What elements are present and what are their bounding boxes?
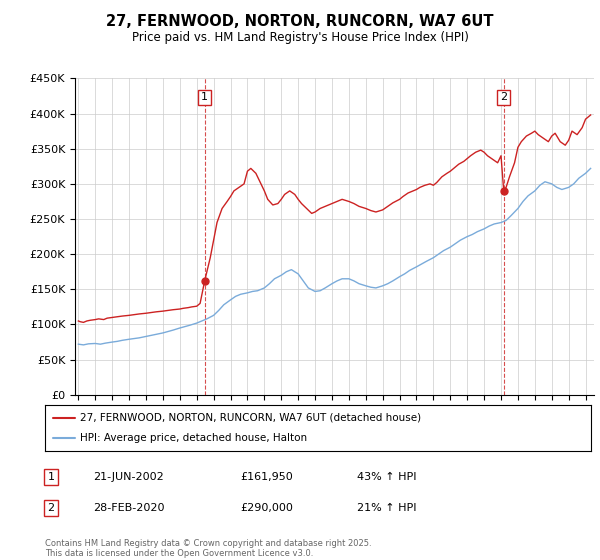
Text: 1: 1 bbox=[47, 472, 55, 482]
Text: £290,000: £290,000 bbox=[240, 503, 293, 513]
Text: 21% ↑ HPI: 21% ↑ HPI bbox=[357, 503, 416, 513]
Text: Price paid vs. HM Land Registry's House Price Index (HPI): Price paid vs. HM Land Registry's House … bbox=[131, 31, 469, 44]
Text: 27, FERNWOOD, NORTON, RUNCORN, WA7 6UT: 27, FERNWOOD, NORTON, RUNCORN, WA7 6UT bbox=[106, 14, 494, 29]
Text: 43% ↑ HPI: 43% ↑ HPI bbox=[357, 472, 416, 482]
Text: Contains HM Land Registry data © Crown copyright and database right 2025.
This d: Contains HM Land Registry data © Crown c… bbox=[45, 539, 371, 558]
Text: £161,950: £161,950 bbox=[240, 472, 293, 482]
Text: 28-FEB-2020: 28-FEB-2020 bbox=[93, 503, 164, 513]
Text: HPI: Average price, detached house, Halton: HPI: Average price, detached house, Halt… bbox=[80, 433, 308, 443]
Text: 1: 1 bbox=[201, 92, 208, 102]
Text: 21-JUN-2002: 21-JUN-2002 bbox=[93, 472, 164, 482]
Text: 27, FERNWOOD, NORTON, RUNCORN, WA7 6UT (detached house): 27, FERNWOOD, NORTON, RUNCORN, WA7 6UT (… bbox=[80, 413, 422, 423]
Text: 2: 2 bbox=[47, 503, 55, 513]
Text: 2: 2 bbox=[500, 92, 507, 102]
